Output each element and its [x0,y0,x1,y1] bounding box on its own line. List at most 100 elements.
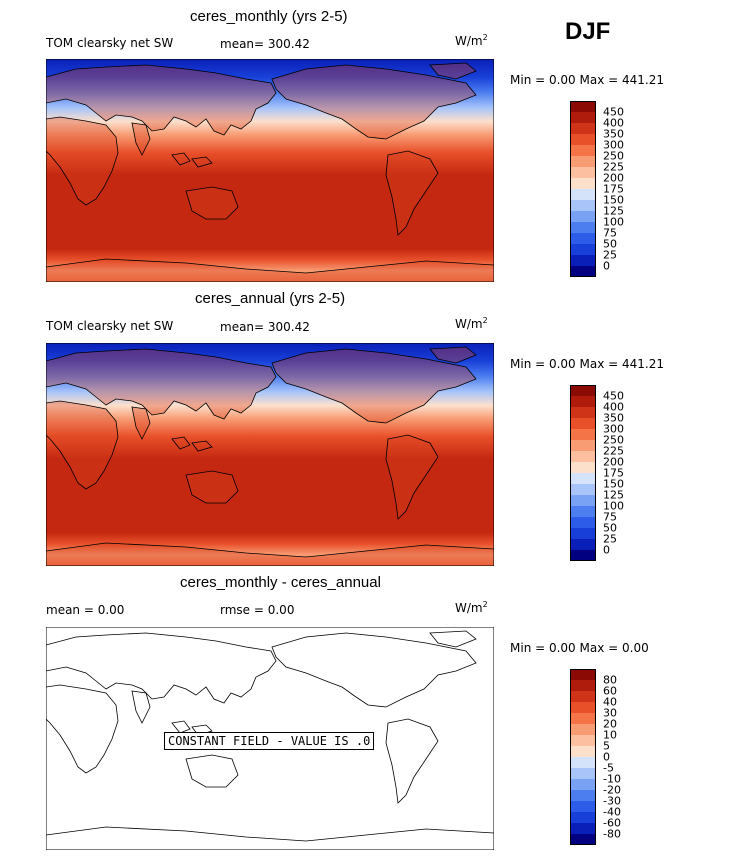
colorbar-tick-label: 125 [603,488,624,502]
panel2-units: W/m2 [455,316,488,331]
colorbar-swatch [570,134,596,146]
colorbar-tick-label: 100 [603,215,624,229]
colorbar-tick-label: 125 [603,204,624,218]
colorbar-tick-label: 300 [603,138,624,152]
colorbar-tick-label: 100 [603,499,624,513]
colorbar-swatch [570,757,596,769]
panel1-colorbar [570,101,596,277]
colorbar-tick-label: 350 [603,127,624,141]
colorbar-tick-label: 300 [603,422,624,436]
panel2-minmax: Min = 0.00 Max = 441.21 [510,357,664,371]
colorbar-swatch [570,506,596,518]
colorbar-tick-label: 150 [603,477,624,491]
colorbar-swatch [570,528,596,540]
colorbar-swatch [570,440,596,452]
panel3-colorbar [570,669,596,845]
colorbar-tick-label: 50 [603,521,617,535]
colorbar-swatch [570,222,596,234]
panel1-title: ceres_monthly (yrs 2-5) [190,8,348,25]
colorbar-tick-label: 225 [603,160,624,174]
panel3-rmse: rmse = 0.00 [220,603,295,617]
colorbar-swatch [570,396,596,408]
panel1-mean: mean= 300.42 [220,37,310,51]
colorbar-tick-label: 0 [603,750,610,764]
colorbar-tick-label: 25 [603,532,617,546]
panel1-minmax: Min = 0.00 Max = 441.21 [510,73,664,87]
constant-field-label: CONSTANT FIELD - VALUE IS .0 [164,732,375,750]
colorbar-swatch [570,801,596,813]
panel2-mean: mean= 300.42 [220,320,310,334]
colorbar-swatch [570,266,596,277]
panel1-map [46,59,494,282]
colorbar-swatch [570,713,596,725]
colorbar-tick-label: 75 [603,226,617,240]
colorbar-tick-label: 175 [603,466,624,480]
colorbar-tick-label: 250 [603,149,624,163]
colorbar-tick-label: 175 [603,182,624,196]
colorbar-swatch [570,112,596,124]
colorbar-swatch [570,145,596,157]
colorbar-swatch [570,407,596,419]
colorbar-tick-label: -10 [603,772,621,786]
colorbar-swatch [570,550,596,561]
colorbar-swatch [570,484,596,496]
colorbar-tick-label: 200 [603,455,624,469]
colorbar-swatch [570,156,596,168]
colorbar-frame [570,101,596,277]
season-label: DJF [565,18,611,45]
colorbar-swatch [570,517,596,529]
colorbar-swatch [570,834,596,845]
colorbar-tick-label: 20 [603,717,617,731]
colorbar-tick-label: 200 [603,171,624,185]
colorbar-swatch [570,790,596,802]
panel2-variable: TOM clearsky net SW [46,319,174,333]
colorbar-swatch [570,123,596,135]
colorbar-swatch [570,200,596,212]
colorbar-tick-label: -60 [603,816,621,830]
colorbar-swatch [570,244,596,256]
colorbar-swatch [570,451,596,463]
colorbar-swatch [570,233,596,245]
panel3-minmax: Min = 0.00 Max = 0.00 [510,641,649,655]
colorbar-swatch [570,823,596,835]
colorbar-tick-label: 30 [603,706,617,720]
colorbar-swatch [570,429,596,441]
colorbar-tick-label: 250 [603,433,624,447]
panel1-variable: TOM clearsky net SW [46,36,174,50]
colorbar-tick-label: 0 [603,259,610,273]
colorbar-tick-label: 80 [603,673,617,687]
colorbar-frame [570,669,596,845]
colorbar-swatch [570,735,596,747]
colorbar-swatch [570,167,596,179]
panel1-units: W/m2 [455,33,488,48]
colorbar-swatch [570,746,596,758]
colorbar-swatch [570,211,596,223]
colorbar-swatch [570,418,596,430]
colorbar-tick-label: 5 [603,739,610,753]
colorbar-frame [570,385,596,561]
colorbar-tick-label: 450 [603,389,624,403]
colorbar-tick-label: 25 [603,248,617,262]
colorbar-swatch [570,255,596,267]
colorbar-swatch [570,779,596,791]
colorbar-swatch [570,691,596,703]
panel2-title: ceres_annual (yrs 2-5) [195,290,346,307]
colorbar-swatch [570,101,596,113]
colorbar-swatch [570,702,596,714]
colorbar-swatch [570,473,596,485]
colorbar-swatch [570,724,596,736]
colorbar-tick-label: 60 [603,684,617,698]
panel3-units: W/m2 [455,600,488,615]
colorbar-tick-label: 40 [603,695,617,709]
colorbar-swatch [570,495,596,507]
colorbar-swatch [570,768,596,780]
colorbar-tick-label: 450 [603,105,624,119]
colorbar-swatch [570,178,596,190]
colorbar-tick-label: 225 [603,444,624,458]
colorbar-swatch [570,812,596,824]
colorbar-swatch [570,680,596,692]
colorbar-tick-label: -5 [603,761,614,775]
colorbar-swatch [570,462,596,474]
colorbar-swatch [570,539,596,551]
colorbar-tick-label: 350 [603,411,624,425]
